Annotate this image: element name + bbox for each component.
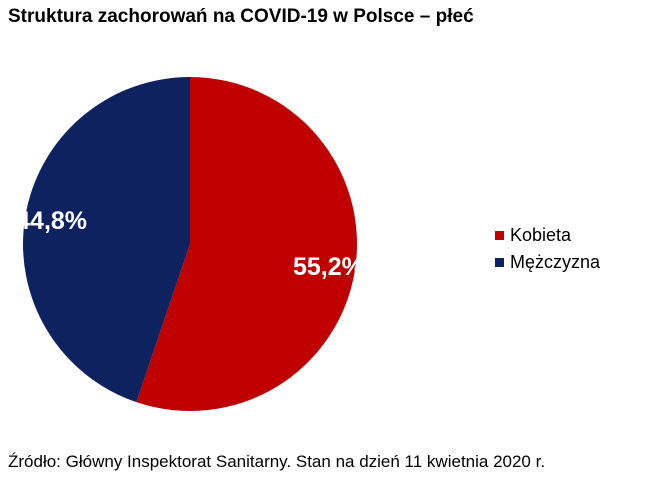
data-label-mezczyzna: 44,8% bbox=[16, 207, 87, 235]
legend-swatch-kobieta bbox=[495, 231, 504, 240]
legend-swatch-mezczyzna bbox=[495, 258, 504, 267]
legend: Kobieta Mężczyzna bbox=[495, 222, 600, 276]
pie-slice-mezczyzna bbox=[23, 77, 191, 403]
legend-item-kobieta: Kobieta bbox=[495, 222, 600, 249]
source-note: Źródło: Główny Inspektorat Sanitarny. St… bbox=[8, 452, 546, 471]
legend-label-mezczyzna: Mężczyzna bbox=[510, 252, 601, 272]
pie-slice-kobieta bbox=[136, 77, 358, 411]
chart-title: Struktura zachorowań na COVID-19 w Polsc… bbox=[8, 6, 474, 27]
data-label-kobieta: 55,2% bbox=[293, 253, 364, 281]
legend-label-kobieta: Kobieta bbox=[510, 225, 572, 245]
legend-item-mezczyzna: Mężczyzna bbox=[495, 249, 600, 276]
